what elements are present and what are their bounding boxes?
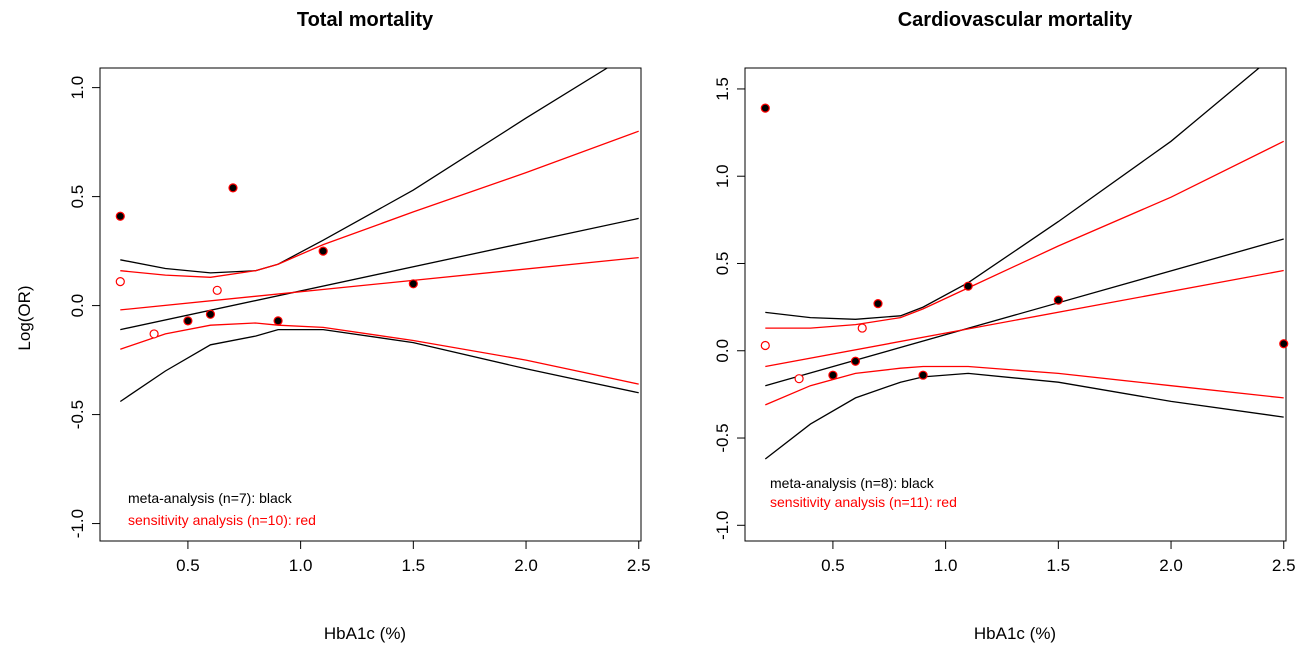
y-tick-label: -1.0 (68, 509, 87, 538)
plot-marks: 0.5 1.0 1.5 2.0 2.5 -1.0 -0.5 0.0 0.5 1.0 (68, 68, 651, 575)
y-tick-label: 1.0 (713, 164, 732, 188)
x-tick-label: 0.5 (176, 556, 200, 575)
series-line-upper (120, 130, 639, 278)
sensitivity-point (212, 285, 222, 295)
plot-frame (99, 67, 642, 542)
cardiovascular-mortality-panel: Cardiovascular mortality HbA1c (%) meta-… (713, 9, 1296, 643)
series-line-upper (765, 68, 1260, 320)
series-line-lower (765, 365, 1284, 406)
x-tick-label: 2.0 (1159, 556, 1183, 575)
sensitivity-point (149, 329, 159, 339)
y-tick-label: -0.5 (68, 400, 87, 429)
meta-point (228, 183, 238, 193)
plot-frame (744, 67, 1287, 542)
meta-point (318, 246, 328, 256)
series-line-lower (119, 328, 639, 403)
y-tick-label: -1.0 (713, 511, 732, 540)
meta-point (850, 356, 861, 366)
series-line-fit (765, 269, 1284, 368)
meta-point (760, 103, 770, 113)
meta-point (1053, 295, 1063, 305)
x-tick-label: 1.0 (934, 556, 958, 575)
chart-title: Cardiovascular mortality (898, 9, 1133, 31)
y-tick-label: 1.0 (68, 76, 87, 100)
meta-point (273, 316, 283, 326)
series-line-lower (120, 322, 639, 385)
y-tick-label: 0.5 (68, 185, 87, 209)
meta-point (828, 370, 838, 380)
y-tick-label: 0.0 (68, 294, 87, 318)
meta-point (918, 370, 928, 380)
legend-meta: meta-analysis (n=8): black (770, 475, 935, 491)
chart-title: Total mortality (297, 9, 434, 31)
y-tick-label: -0.5 (713, 423, 732, 452)
meta-point (408, 279, 418, 289)
total-mortality-panel: Total mortality HbA1c (%) Log(OR) meta-a… (15, 9, 651, 643)
x-tick-label: 1.5 (1047, 556, 1071, 575)
x-tick-label: 2.5 (1272, 556, 1296, 575)
x-tick-label: 2.5 (627, 556, 651, 575)
meta-point (873, 299, 883, 309)
y-axis-label: Log(OR) (15, 285, 34, 350)
legend-meta: meta-analysis (n=7): black (128, 490, 293, 506)
meta-point (205, 309, 216, 319)
legend-sensitivity: sensitivity analysis (n=11): red (770, 494, 957, 510)
sensitivity-point (760, 340, 770, 351)
x-tick-label: 0.5 (821, 556, 845, 575)
series-line-upper (120, 68, 608, 274)
y-tick-label: 1.5 (713, 77, 732, 101)
plot-marks: 0.5 1.0 1.5 2.0 2.5 -1.0 -0.5 0.0 0.5 1.0 1.5 (713, 68, 1296, 575)
series-line-fit (120, 256, 639, 311)
meta-point (963, 281, 973, 291)
sensitivity-point (115, 277, 125, 287)
meta-point (1279, 339, 1289, 349)
x-axis-label: HbA1c (%) (324, 624, 406, 643)
y-tick-label: 0.5 (713, 252, 732, 276)
series-line-lower (764, 372, 1284, 460)
x-tick-label: 1.5 (402, 556, 426, 575)
series-line-fit (120, 217, 639, 331)
sensitivity-point (857, 323, 867, 333)
meta-point (183, 316, 193, 326)
meta-point (115, 211, 125, 221)
y-tick-label: 0.0 (713, 339, 732, 363)
x-tick-label: 1.0 (289, 556, 313, 575)
series-line-upper (765, 140, 1284, 329)
x-tick-label: 2.0 (514, 556, 538, 575)
legend-sensitivity: sensitivity analysis (n=10): red (128, 512, 316, 528)
sensitivity-point (794, 374, 804, 384)
x-axis-label: HbA1c (%) (974, 624, 1056, 643)
